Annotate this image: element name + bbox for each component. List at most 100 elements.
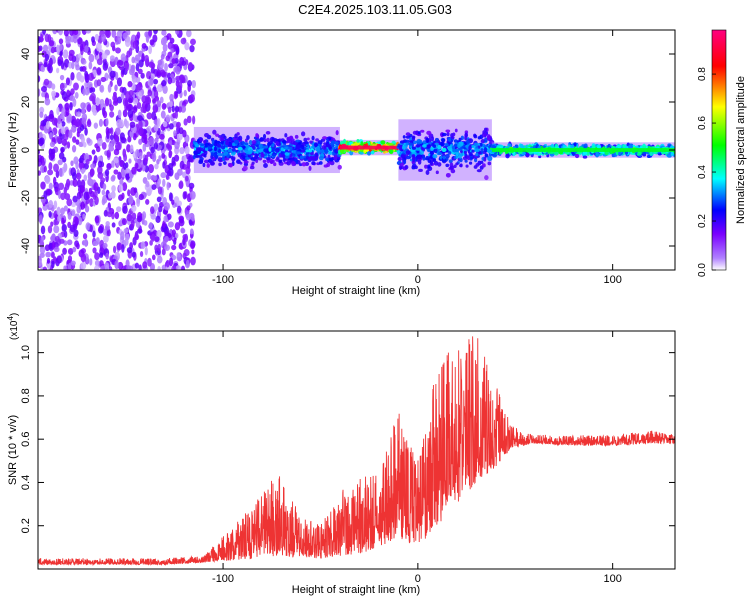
spectrogram-cell bbox=[491, 144, 497, 149]
spectrogram-cell bbox=[313, 142, 319, 148]
spectrogram-cell bbox=[40, 181, 46, 190]
spectrogram-cell bbox=[188, 154, 194, 163]
spectrogram-cell bbox=[440, 141, 445, 147]
spectrogram-cell bbox=[80, 57, 85, 64]
spectrogram-cell bbox=[193, 150, 199, 155]
spectrogram-cell bbox=[95, 106, 101, 112]
spectrogram-cell bbox=[48, 199, 54, 209]
spectrogram-cell bbox=[284, 133, 288, 138]
spectrogram-cell bbox=[148, 61, 155, 68]
spectrogram-cell bbox=[41, 91, 46, 98]
spectrogram-cell bbox=[441, 138, 446, 143]
spectrogram-cell bbox=[91, 87, 96, 93]
spectrogram-cell bbox=[179, 147, 185, 155]
spectrogram-cell bbox=[442, 155, 446, 160]
spectrogram-cell bbox=[75, 172, 82, 180]
spectrogram-cell bbox=[60, 207, 65, 216]
spectrogram-cell bbox=[226, 138, 232, 142]
spectrogram-cell bbox=[280, 147, 284, 152]
spectrogram-cell bbox=[343, 138, 347, 144]
spectrogram-cell bbox=[154, 236, 160, 243]
spectrogram-cell bbox=[476, 169, 482, 173]
spectrogram-cell bbox=[154, 163, 159, 170]
spectrogram-cell bbox=[142, 261, 148, 269]
spectrogram-cell bbox=[616, 144, 622, 149]
spectrogram-cell bbox=[166, 33, 172, 40]
spectrogram-cell bbox=[176, 132, 183, 141]
spectrogram-cell bbox=[465, 144, 470, 149]
spectrogram-cell bbox=[43, 165, 47, 173]
spectrogram-cell bbox=[642, 145, 647, 149]
spectrogram-cell bbox=[116, 242, 123, 251]
spectrogram-cell bbox=[147, 89, 153, 97]
spectrogram-cell bbox=[445, 173, 451, 178]
spectrogram-cell bbox=[57, 215, 62, 222]
spectrogram-cell bbox=[321, 144, 327, 151]
spectrogram-cell bbox=[202, 162, 206, 168]
spectrogram-cell bbox=[88, 72, 94, 82]
spectrogram-cell bbox=[48, 152, 55, 161]
spectrogram-cell bbox=[131, 166, 137, 175]
spectrogram-cell bbox=[310, 151, 314, 156]
y-tick-label: 0.6 bbox=[20, 432, 32, 447]
spectrogram-cell bbox=[475, 162, 480, 167]
spectrogram-cell bbox=[85, 222, 91, 231]
spectrogram-cell bbox=[145, 198, 150, 205]
spectrogram-cell bbox=[416, 154, 422, 160]
spectrogram-cell bbox=[76, 131, 80, 138]
spectrogram-cell bbox=[126, 213, 133, 222]
spectrogram-cell bbox=[105, 126, 110, 136]
spectrogram-cell bbox=[162, 178, 166, 188]
spectrogram-cell bbox=[111, 30, 117, 38]
spectrogram-cell bbox=[167, 144, 173, 151]
spectrogram-cell bbox=[106, 228, 111, 237]
spectrogram-cell bbox=[122, 109, 128, 118]
spectrogram-cell bbox=[140, 241, 146, 250]
spectrogram-cell bbox=[569, 144, 575, 149]
spectrogram-cell bbox=[148, 30, 153, 37]
spectrogram-cell bbox=[131, 204, 137, 212]
spectrogram-cell bbox=[67, 247, 74, 255]
spectrogram-cell bbox=[453, 139, 458, 143]
spectrogram-cell bbox=[175, 30, 180, 35]
spectrogram-cell bbox=[169, 93, 174, 102]
spectrogram-cell bbox=[175, 122, 180, 129]
spectrogram-cell bbox=[458, 137, 462, 142]
spectrogram-cell bbox=[211, 139, 215, 144]
spectrogram-cell bbox=[69, 224, 76, 233]
spectrogram-cell bbox=[422, 156, 426, 161]
spectrogram-cell bbox=[70, 88, 75, 95]
spectrogram-cell bbox=[126, 144, 131, 153]
spectrogram-cell bbox=[132, 113, 137, 122]
spectrogram-cell bbox=[157, 243, 161, 252]
spectrogram-cell bbox=[273, 162, 277, 167]
spectrogram-cell bbox=[51, 83, 56, 90]
spectrogram-cell bbox=[51, 240, 56, 250]
spectrogram-cell bbox=[73, 82, 79, 91]
spectrogram-cell bbox=[154, 137, 159, 143]
spectrogram-cell bbox=[70, 201, 77, 208]
spectrogram-cell bbox=[68, 61, 73, 69]
spectrogram-cell bbox=[66, 239, 73, 246]
spectrogram-cell bbox=[80, 201, 85, 210]
colorbar-tick-label: 0.4 bbox=[697, 165, 708, 179]
spectrogram-cell bbox=[94, 252, 100, 261]
spectrogram-cell bbox=[180, 105, 187, 113]
spectrogram-cell bbox=[171, 199, 175, 205]
spectrogram-cell bbox=[67, 255, 73, 262]
spectrogram-cell bbox=[185, 166, 191, 175]
x-tick-label: -100 bbox=[212, 573, 234, 585]
spectrogram-cell bbox=[448, 151, 452, 155]
x-tick-label: 0 bbox=[415, 274, 421, 286]
spectrogram-cell bbox=[291, 160, 296, 167]
spectrogram-cell bbox=[85, 30, 92, 34]
spectrogram-cell bbox=[70, 35, 75, 43]
spectrogram-cell bbox=[42, 266, 48, 270]
spectrogram-cell bbox=[99, 84, 105, 93]
spectrogram-cell bbox=[66, 141, 71, 149]
spectrogram-cell bbox=[148, 163, 154, 174]
spectrogram-cell bbox=[182, 191, 187, 200]
spectrogram-cell bbox=[116, 206, 122, 213]
spectrogram-cell bbox=[134, 233, 140, 241]
spectrogram-cell bbox=[186, 30, 192, 38]
